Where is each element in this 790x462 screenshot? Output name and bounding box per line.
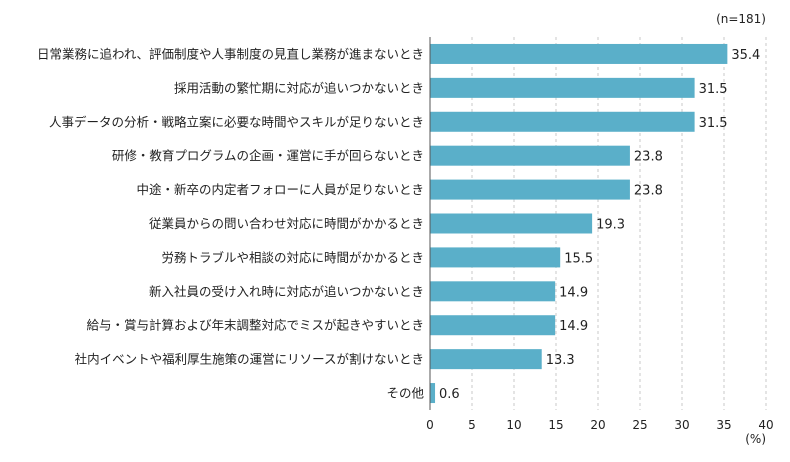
value-labels: 35.4 31.5 31.5 23.8 23.8 19.3 15.5 14.9 14.9 13.3… bbox=[439, 48, 760, 402]
bar bbox=[430, 315, 556, 336]
category-label: 新入社員の受け入れ時に対応が追いつかないとき bbox=[149, 284, 424, 299]
bar bbox=[430, 145, 630, 166]
value-label: 19.3 bbox=[596, 218, 625, 233]
category-label: 労務トラブルや相談の対応に時間がかかるとき bbox=[161, 250, 424, 265]
value-label: 31.5 bbox=[699, 116, 728, 131]
bar bbox=[430, 349, 542, 370]
category-label: 中途・新卒の内定者フォローに人員が足りないとき bbox=[136, 182, 424, 197]
x-tick-label: 30 bbox=[674, 418, 689, 432]
category-label: 給与・賞与計算および年末調整対応でミスが起きやすいとき bbox=[86, 318, 424, 333]
category-label: 採用活動の繁忙期に対応が追いつかないとき bbox=[174, 80, 424, 95]
category-label: 従業員からの問い合わせ対応に時間がかかるとき bbox=[149, 216, 424, 231]
value-label: 0.6 bbox=[439, 387, 460, 402]
category-label: その他 bbox=[386, 386, 424, 401]
bar bbox=[430, 77, 695, 98]
x-tick-label: 25 bbox=[632, 418, 647, 432]
bar bbox=[430, 111, 695, 132]
category-labels: 日常業務に追われ、評価制度や人事制度の見直し業務が進まないとき採用活動の繁忙期に… bbox=[37, 46, 425, 400]
bar bbox=[430, 179, 630, 200]
x-tick-labels: 0 5 10 15 20 25 30 35 40 bbox=[426, 418, 773, 432]
value-label: 35.4 bbox=[731, 48, 760, 63]
unit-label: (%) bbox=[745, 432, 766, 446]
value-label: 31.5 bbox=[699, 82, 728, 97]
category-label: 人事データの分析・戦略立案に必要な時間やスキルが足りないとき bbox=[49, 114, 424, 129]
value-label: 14.9 bbox=[559, 319, 588, 334]
value-label: 14.9 bbox=[559, 285, 588, 300]
x-tick-label: 0 bbox=[426, 418, 434, 432]
bar bbox=[430, 383, 436, 404]
x-tick-label: 35 bbox=[716, 418, 731, 432]
value-label: 15.5 bbox=[564, 251, 593, 266]
x-tick-label: 15 bbox=[548, 418, 563, 432]
bar bbox=[430, 213, 593, 234]
x-tick-label: 10 bbox=[506, 418, 521, 432]
sample-size-note: (n=181) bbox=[716, 12, 766, 26]
x-tick-label: 5 bbox=[468, 418, 476, 432]
value-label: 23.8 bbox=[634, 150, 663, 165]
category-label: 日常業務に追われ、評価制度や人事制度の見直し業務が進まないとき bbox=[37, 46, 424, 61]
value-label: 13.3 bbox=[546, 353, 575, 368]
bar bbox=[430, 247, 561, 268]
x-tick-label: 20 bbox=[590, 418, 605, 432]
category-label: 社内イベントや福利厚生施策の運営にリソースが割けないとき bbox=[75, 352, 424, 367]
category-label: 研修・教育プログラムの企画・運営に手が回らないとき bbox=[112, 148, 424, 163]
value-label: 23.8 bbox=[634, 184, 663, 199]
bar bbox=[430, 281, 556, 302]
bar bbox=[430, 43, 728, 64]
x-tick-label: 40 bbox=[758, 418, 773, 432]
bars bbox=[430, 43, 728, 404]
